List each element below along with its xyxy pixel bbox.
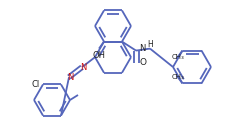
- Text: N: N: [80, 63, 86, 72]
- Text: Cl: Cl: [32, 80, 40, 89]
- Text: CH₃: CH₃: [171, 54, 184, 60]
- Text: O: O: [139, 58, 146, 67]
- Text: H: H: [147, 40, 153, 49]
- Text: N: N: [67, 73, 73, 82]
- Text: OH: OH: [93, 51, 106, 60]
- Text: N: N: [139, 44, 145, 53]
- Text: CH₃: CH₃: [171, 74, 184, 81]
